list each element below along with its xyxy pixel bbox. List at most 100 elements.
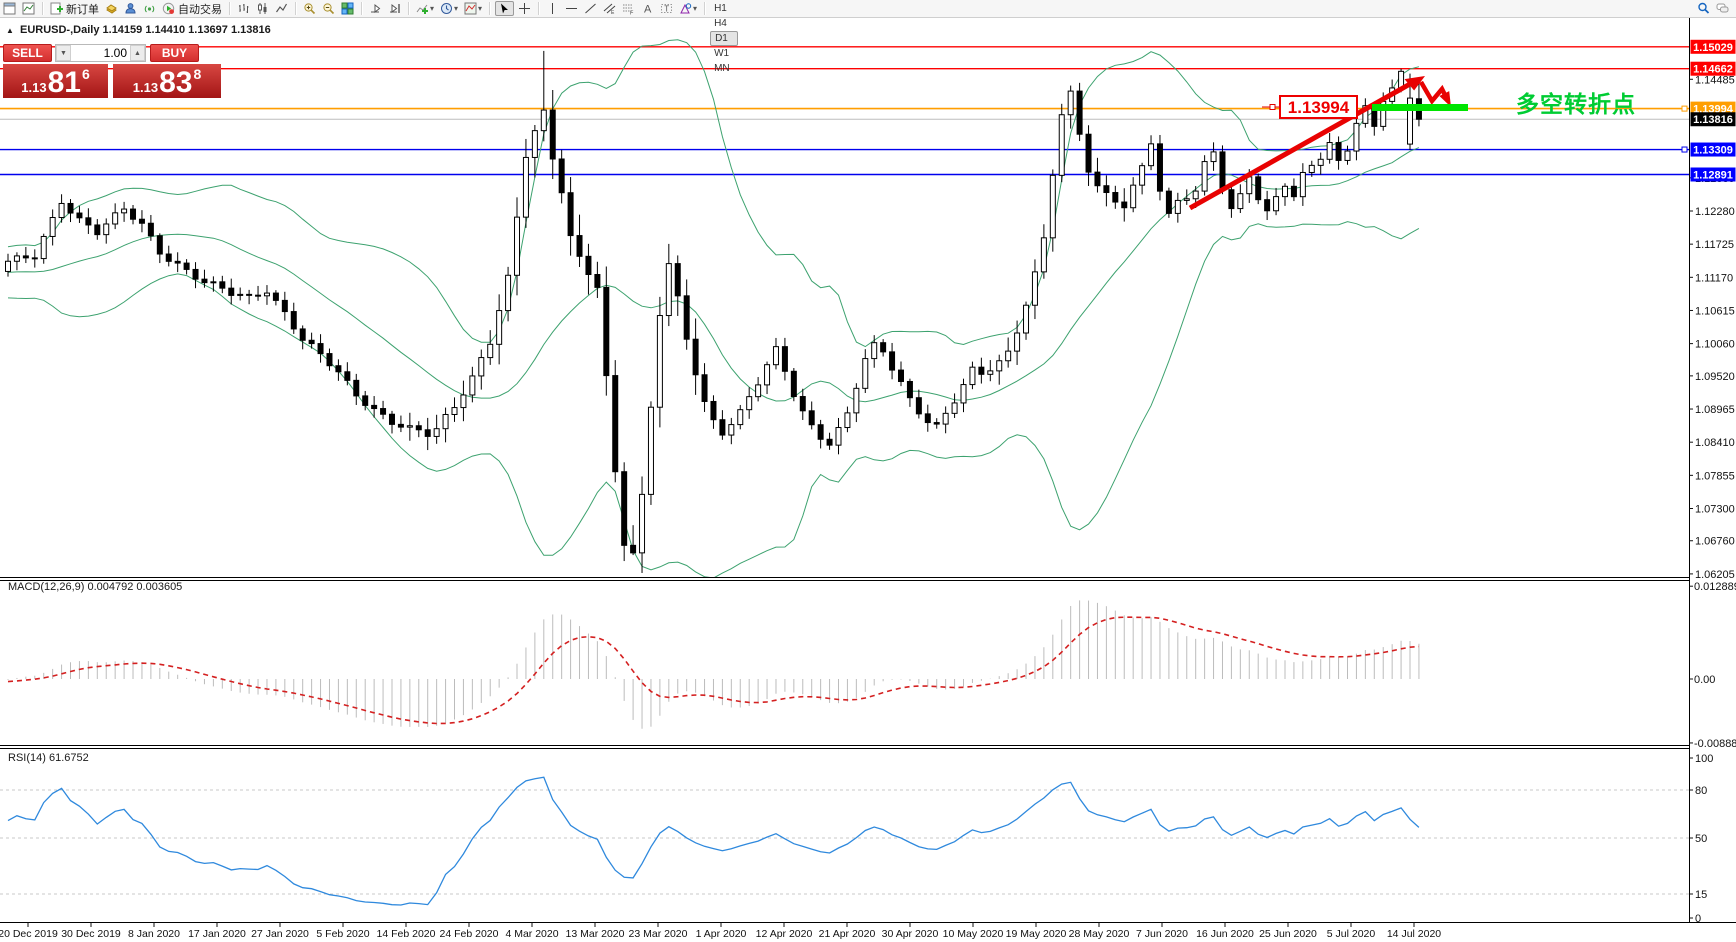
sell-button[interactable]: SELL [3,44,52,62]
hline-tool-button[interactable] [563,1,580,16]
label-icon: T [661,4,673,14]
date-tick-label: 28 May 2020 [1069,928,1130,940]
svg-text:15: 15 [1695,889,1707,901]
volume-down-button[interactable]: ▼ [56,45,71,61]
fibo-tool-button[interactable]: F [620,1,637,16]
price-badge [1690,167,1736,182]
date-tick-label: 10 May 2020 [943,928,1004,940]
zoom-in-button[interactable] [301,1,318,16]
price-axis[interactable]: 1.144851.128351.122801.117251.111701.106… [1689,16,1736,925]
shapes-tool-button[interactable]: ▾ [677,1,699,16]
cursor-icon [501,3,509,14]
svg-text:1.08410: 1.08410 [1695,437,1735,449]
main-toolbar: 新订单 自动交易 ▾ [0,0,1736,74]
date-tick-label: 24 Feb 2020 [440,928,499,940]
toolbar-separator [704,2,706,15]
rsi-pane [7,776,1420,906]
chat-button[interactable] [1714,1,1731,16]
volume-up-button[interactable]: ▲ [130,45,145,61]
charts-window-button[interactable] [1,1,18,16]
svg-text:1.13309: 1.13309 [1693,145,1733,157]
chart-zoom-icon [22,2,35,15]
dropdown-arrow-icon: ▾ [478,4,483,13]
svg-text:100: 100 [1695,753,1713,765]
navigator-button[interactable] [122,1,139,16]
chart-profile-button[interactable] [20,1,37,16]
tf-button-D1[interactable]: D1 [710,31,738,46]
toolbar-right-group [1694,1,1732,16]
svg-text:1.14485: 1.14485 [1695,74,1735,86]
drawn-annotations[interactable]: 1.13994 多空转折点 [1188,76,1636,211]
text-tool-button[interactable]: A [639,1,656,16]
svg-text:50: 50 [1695,833,1707,845]
one-click-trade-panel: SELL ▼ ▲ BUY 1.13 81 6 1.13 83 8 [3,44,221,98]
tf-button-MN[interactable]: MN [714,63,730,74]
signals-button[interactable] [141,1,158,16]
cursor-tool-button[interactable] [495,1,515,16]
date-tick-label: 4 Mar 2020 [505,928,558,940]
date-axis[interactable]: 20 Dec 2019 30 Dec 2019 8 Jan 2020 17 Jan 2… [0,922,1736,942]
vline-icon [552,3,554,14]
period-button[interactable]: ▾ [438,1,460,16]
search-button[interactable] [1695,1,1712,16]
hline-handle [1681,146,1688,153]
chart-shift-icon [390,3,400,14]
svg-text:1.13816: 1.13816 [1693,114,1733,126]
tf-button-H4[interactable]: H4 [714,18,727,29]
svg-text:80: 80 [1695,785,1707,797]
svg-text:1.10060: 1.10060 [1695,339,1735,351]
autotrade-label: 自动交易 [178,3,222,16]
candle-chart-button[interactable] [254,1,271,16]
date-tick-label: 13 Mar 2020 [566,928,625,940]
svg-text:1.11170: 1.11170 [1695,272,1733,284]
level-callout-box [1279,95,1358,119]
zoom-out-button[interactable] [320,1,337,16]
buy-button[interactable]: BUY [150,44,199,62]
svg-text:0.012889: 0.012889 [1694,581,1736,593]
market-watch-button[interactable] [103,1,120,16]
template-button[interactable]: ▾ [462,1,484,16]
label-tool-button[interactable]: T [658,1,675,16]
rsi-name: RSI(14) [8,752,46,764]
chat-icon [1716,3,1729,13]
volume-input[interactable] [71,45,130,61]
bar-chart-icon [239,4,249,13]
svg-text:1.11725: 1.11725 [1695,239,1734,251]
auto-scroll-button[interactable] [367,1,384,16]
crosshair-icon [519,3,531,14]
line-chart-button[interactable] [273,1,290,16]
add-indicator-button[interactable]: ▾ [414,1,436,16]
toolbar-separator [361,2,362,15]
sell-price-prefix: 1.13 [21,80,47,95]
signals-icon [144,5,155,13]
new-order-icon [50,2,63,15]
date-tick-label: 25 Jun 2020 [1259,928,1317,940]
svg-text:1.06760: 1.06760 [1695,536,1735,548]
date-tick-label: 16 Jun 2020 [1196,928,1254,940]
tf-button-W1[interactable]: W1 [714,48,730,59]
svg-text:F: F [630,11,634,16]
tile-windows-button[interactable] [339,1,356,16]
macd-indicator-label: MACD(12,26,9) 0.004792 0.003605 [8,581,182,593]
channel-tool-button[interactable]: E [601,1,618,16]
channel-icon: E [603,3,616,15]
chart-shift-button[interactable] [386,1,403,16]
toolbar-separator [538,2,540,15]
bar-chart-button[interactable] [235,1,252,16]
svg-text:-0.008882: -0.008882 [1694,738,1736,750]
period-icon [441,3,453,14]
tf-button-H1[interactable]: H1 [714,3,727,14]
autotrade-button[interactable]: 自动交易 [160,1,224,16]
buy-price-quote[interactable]: 1.13 83 8 [113,64,221,98]
new-order-button[interactable]: 新订单 [48,1,101,16]
svg-text:0.00: 0.00 [1694,674,1715,686]
crosshair-tool-button[interactable] [516,1,533,16]
sell-price-quote[interactable]: 1.13 81 6 [3,64,108,98]
svg-text:0: 0 [1695,913,1701,925]
trendline-tool-button[interactable] [582,1,599,16]
dropdown-arrow-icon: ▾ [430,4,435,13]
timeframe-group: M1M5M15M30H1H4D1W1MN [709,0,738,76]
vline-tool-button[interactable] [544,1,561,16]
